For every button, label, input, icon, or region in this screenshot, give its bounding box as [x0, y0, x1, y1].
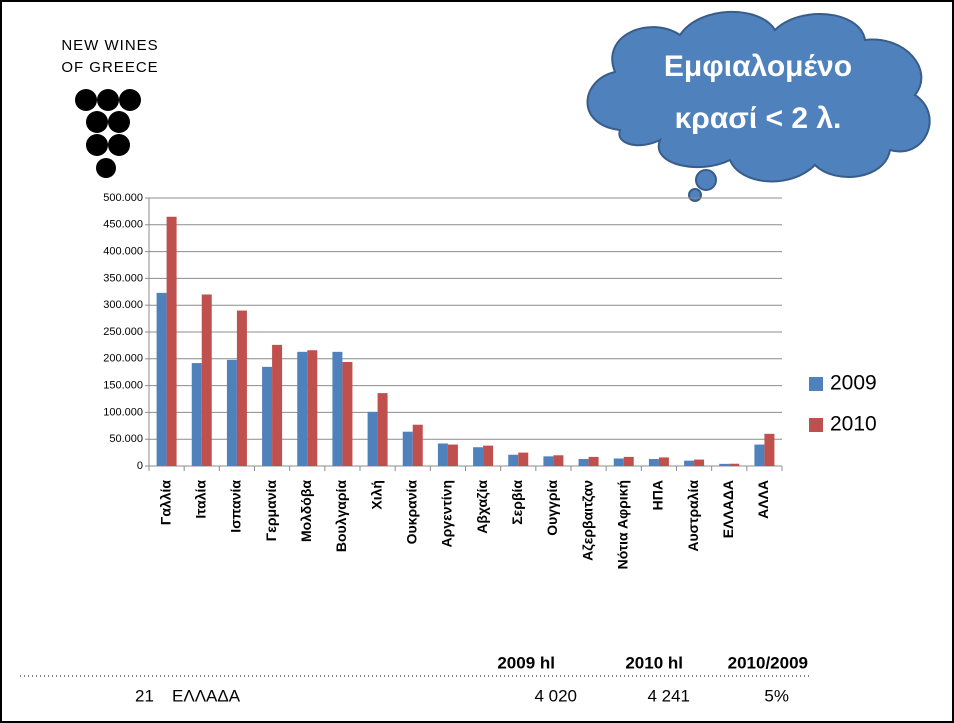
legend-label: 2009 [830, 372, 877, 395]
x-tick-label: Αργεντίνη [439, 480, 455, 547]
x-tick-label: Βουλγαρία [333, 480, 349, 553]
bar [508, 454, 519, 466]
x-tick-label: Γερμανία [263, 480, 279, 542]
x-tick-label: Μολδόβα [298, 480, 314, 542]
bar [307, 350, 318, 466]
x-tick-label: Αυστραλία [685, 480, 701, 552]
y-tick-label: 150.000 [103, 380, 143, 392]
bar [764, 433, 775, 466]
bar [236, 310, 247, 466]
bar [297, 351, 308, 466]
table-cell: 4 241 [647, 686, 690, 705]
bar [447, 444, 458, 466]
x-tick-label: Γαλλία [157, 480, 173, 525]
callout-text: Εμφιαλομένο [664, 50, 852, 83]
table-cell: 21 [135, 686, 154, 705]
logo-text: OF GREECE [61, 59, 158, 76]
bar [377, 393, 388, 466]
legend-swatch [809, 418, 823, 432]
bar [437, 443, 448, 466]
logo-text: NEW WINES [61, 37, 158, 54]
cloud-bubble [695, 169, 717, 191]
table: 2009 hl 2010 hl 2010/2009 21 ΕΛΛΑΔΑ 4 02… [20, 653, 810, 705]
y-tick-label: 50.000 [109, 433, 143, 445]
bar [694, 459, 705, 466]
cloud [586, 10, 931, 183]
y-tick-label: 250.000 [103, 326, 143, 338]
table-header: 2009 hl [497, 653, 555, 672]
bar [272, 344, 283, 466]
bar [156, 292, 167, 466]
x-tick-label: Νότια Αφρική [614, 480, 630, 569]
y-tick-label: 350.000 [103, 272, 143, 284]
legend-label: 2010 [830, 413, 877, 436]
callout: Εμφιαλομένο κρασί < 2 λ. [586, 10, 931, 202]
bar [342, 362, 353, 466]
bar [402, 431, 413, 466]
y-tick-label: 100.000 [103, 406, 143, 418]
bar [518, 452, 529, 466]
y-tick-label: 500.000 [103, 192, 143, 204]
cloud-bubble [688, 188, 702, 202]
bar [201, 294, 212, 466]
bar [613, 458, 624, 466]
bar [473, 447, 484, 466]
bar [332, 351, 343, 466]
x-tick-label: Χιλή [368, 480, 384, 510]
bar [483, 445, 494, 466]
table-cell: 4 020 [534, 686, 577, 705]
bar [658, 457, 669, 466]
bar [191, 363, 202, 466]
bar [412, 424, 423, 466]
x-tick-label: Αβχαζία [474, 480, 490, 534]
bar [623, 456, 634, 466]
y-tick-label: 300.000 [103, 299, 143, 311]
bar [648, 459, 659, 466]
bar [367, 411, 378, 466]
bar [588, 456, 599, 466]
table-cell: ΕΛΛΑΔΑ [172, 686, 241, 705]
table-header: 2010/2009 [728, 653, 808, 672]
x-tick-label: Σερβία [509, 480, 525, 525]
y-tick-label: 450.000 [103, 219, 143, 231]
table-header: 2010 hl [625, 653, 683, 672]
bar [226, 359, 237, 466]
bar [166, 216, 177, 466]
table-cell: 5% [764, 686, 789, 705]
x-tick-label: Ιταλία [192, 480, 208, 519]
callout-text: κρασί < 2 λ. [675, 102, 842, 135]
x-tick-label: ΕΛΛΑΔΑ [720, 480, 736, 538]
x-tick-label: Ουγγρία [544, 480, 560, 536]
bar [719, 463, 730, 466]
bar [729, 463, 740, 466]
x-tick-label: ΗΠΑ [650, 480, 666, 510]
bar [754, 444, 765, 466]
y-tick-label: 200.000 [103, 353, 143, 365]
y-tick-label: 0 [137, 460, 143, 472]
logo-grapes [75, 89, 141, 178]
bar [578, 459, 589, 466]
y-tick-label: 400.000 [103, 246, 143, 258]
logo: NEW WINES OF GREECE [61, 37, 158, 178]
bar [684, 460, 695, 466]
x-tick-label: ΑΛΛΑ [755, 480, 771, 519]
bar [543, 456, 554, 466]
x-tick-label: Ουκρανία [403, 480, 419, 545]
legend-swatch [809, 377, 823, 391]
bar [553, 455, 564, 466]
bar [262, 366, 273, 466]
x-tick-label: Ισπανία [228, 480, 244, 533]
x-tick-label: Αζερβαιτζαν [579, 480, 595, 561]
